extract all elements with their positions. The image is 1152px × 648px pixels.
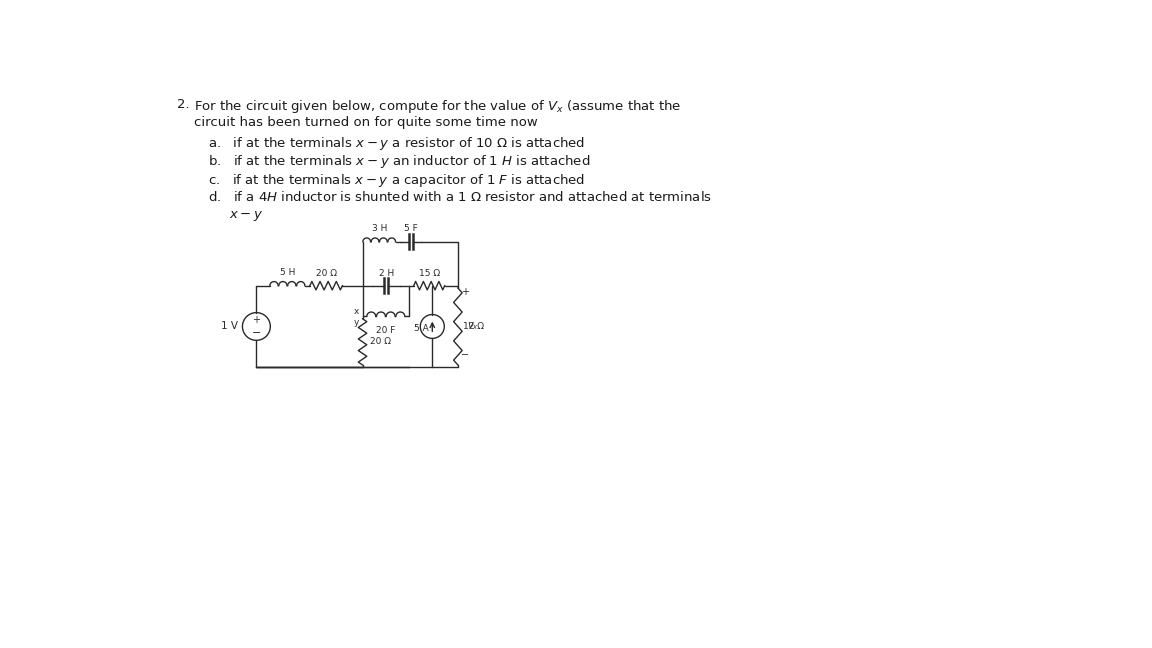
Text: 2 H: 2 H <box>379 269 394 278</box>
Text: 5 H: 5 H <box>280 268 295 277</box>
Text: a.   if at the terminals $x - y$ a resistor of 10 $\Omega$ is attached: a. if at the terminals $x - y$ a resisto… <box>207 135 585 152</box>
Text: 5 A: 5 A <box>414 324 429 333</box>
Text: circuit has been turned on for quite some time now: circuit has been turned on for quite som… <box>195 116 538 129</box>
Text: 5 F: 5 F <box>404 224 418 233</box>
Text: b.   if at the terminals $x - y$ an inductor of 1 $H$ is attached: b. if at the terminals $x - y$ an induct… <box>207 153 590 170</box>
Text: d.   if a 4$H$ inductor is shunted with a 1 $\Omega$ resistor and attached at te: d. if a 4$H$ inductor is shunted with a … <box>207 190 712 204</box>
Text: −: − <box>461 349 469 360</box>
Text: x: x <box>354 307 358 316</box>
Text: 20 Ω: 20 Ω <box>370 338 392 347</box>
Text: $x - y$: $x - y$ <box>229 209 264 223</box>
Text: −: − <box>251 328 262 338</box>
Text: $v_x$: $v_x$ <box>468 321 479 332</box>
Text: c.   if at the terminals $x - y$ a capacitor of 1 $F$ is attached: c. if at the terminals $x - y$ a capacit… <box>207 172 585 189</box>
Text: 1 V: 1 V <box>221 321 237 332</box>
Text: 2.: 2. <box>176 98 189 111</box>
Text: 20 F: 20 F <box>376 326 395 335</box>
Text: y: y <box>354 318 358 327</box>
Text: 20 Ω: 20 Ω <box>316 269 336 278</box>
Text: For the circuit given below, compute for the value of $V_x$ (assume that the: For the circuit given below, compute for… <box>195 98 682 115</box>
Text: 15 Ω: 15 Ω <box>418 269 440 278</box>
Text: 12 Ω: 12 Ω <box>462 322 484 331</box>
Text: +: + <box>461 287 469 297</box>
Text: 3 H: 3 H <box>372 224 387 233</box>
Text: +: + <box>252 315 260 325</box>
